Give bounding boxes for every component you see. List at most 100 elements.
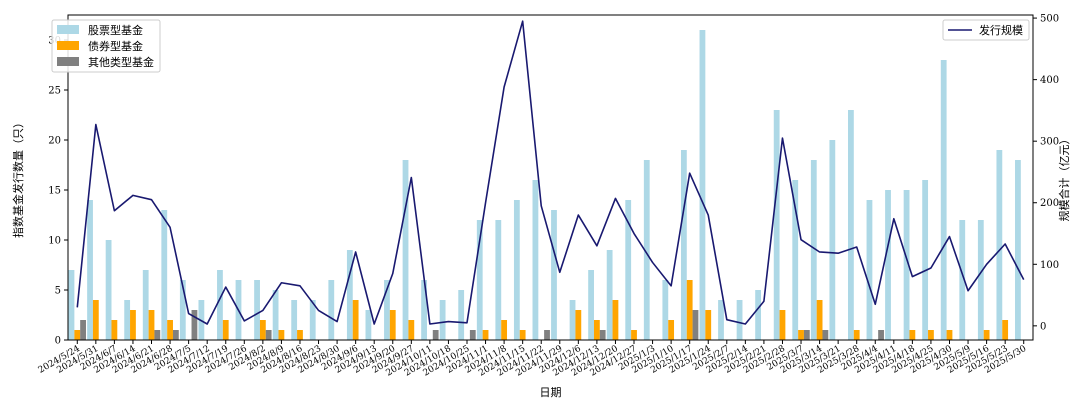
right-tick-label: 300: [1040, 137, 1059, 148]
bar-bond-5: [167, 320, 173, 340]
legend-swatch-bond: [57, 41, 79, 50]
bar-stock-8: [217, 270, 223, 340]
left-tick-label: 25: [48, 86, 61, 97]
left-tick-label: 0: [55, 336, 61, 347]
legend-label-other: 其他类型基金: [88, 55, 154, 69]
bar-stock-4: [142, 270, 149, 340]
bar-stock-33: [680, 150, 687, 340]
bar-bond-34: [705, 310, 712, 340]
bar-stock-11: [272, 290, 279, 340]
bar-other-4: [154, 330, 161, 340]
bar-stock-35: [718, 300, 724, 340]
bar-other-25: [544, 330, 550, 340]
bar-other-10: [265, 330, 272, 340]
plot-frame: [67, 14, 1034, 341]
bar-stock-28: [588, 270, 594, 340]
left-tick-label: 20: [48, 136, 61, 147]
bar-stock-15: [346, 250, 353, 340]
bar-other-5: [172, 330, 179, 340]
bar-stock-26: [551, 210, 557, 340]
bar-other-6: [191, 310, 198, 340]
bar-bond-27: [575, 310, 582, 340]
bar-stock-30: [625, 200, 632, 340]
bar-bond-33: [686, 280, 693, 340]
bar-stock-44: [885, 190, 891, 340]
bar-stock-5: [161, 210, 168, 340]
y-axis-label-right: 规模合计（亿元）: [1057, 134, 1071, 222]
x-axis: 2024/5/242024/5/312024/6/72024/6/142024/…: [37, 340, 1028, 379]
bar-bond-40: [816, 300, 823, 340]
bar-stock-49: [977, 220, 984, 340]
bar-stock-37: [755, 290, 762, 340]
legend-left: 股票型基金 债券型基金 其他类型基金: [51, 19, 161, 73]
bar-bond-46: [928, 330, 934, 340]
bar-bond-30: [631, 330, 637, 340]
bar-stock-3: [124, 300, 131, 340]
bar-bond-17: [389, 310, 396, 340]
bar-stock-6: [179, 280, 186, 340]
bar-stock-43: [866, 200, 873, 340]
bar-bond-11: [278, 330, 285, 340]
right-tick-label: 0: [1040, 321, 1046, 332]
bar-bond-49: [983, 330, 990, 340]
y-axis-label-left: 指数基金发行数量（只）: [11, 117, 25, 238]
bar-bond-0: [74, 330, 81, 340]
bar-bond-29: [612, 300, 619, 340]
bars-layer: [68, 30, 1021, 340]
legend-swatch-stock: [57, 25, 79, 34]
bar-stock-0: [68, 270, 75, 340]
bar-other-28: [599, 330, 606, 340]
bar-other-40: [822, 330, 829, 340]
bar-bond-42: [853, 330, 860, 340]
legend-right: 发行规模: [942, 19, 1030, 41]
x-axis-label: 日期: [540, 386, 562, 399]
right-tick-label: 500: [1040, 14, 1059, 25]
legend-label-bond: 债券型基金: [88, 39, 143, 53]
bar-stock-19: [421, 280, 427, 340]
bar-other-0: [80, 320, 86, 340]
legend-label-stock: 股票型基金: [88, 23, 143, 37]
bar-stock-51: [1015, 160, 1021, 340]
bar-stock-29: [606, 250, 613, 340]
bar-stock-32: [662, 280, 669, 340]
line-layer: [76, 20, 1025, 325]
right-tick-label: 400: [1040, 75, 1059, 86]
bar-stock-47: [940, 60, 947, 340]
bar-stock-21: [458, 290, 465, 340]
bar-other-39: [803, 330, 810, 340]
bar-stock-20: [439, 300, 446, 340]
right-tick-label: 200: [1040, 198, 1059, 209]
left-tick-label: 10: [48, 236, 61, 247]
right-tick-label: 100: [1040, 260, 1059, 271]
bar-other-43: [878, 330, 884, 340]
bar-stock-1: [87, 200, 93, 340]
bar-stock-36: [736, 300, 743, 340]
bar-bond-47: [946, 330, 953, 340]
bar-bond-10: [259, 320, 266, 340]
right-axis: 0 100 200 300 400 500: [1033, 14, 1059, 332]
bar-stock-50: [996, 150, 1003, 340]
bar-stock-16: [365, 310, 372, 340]
bar-stock-10: [254, 280, 260, 340]
bar-bond-3: [130, 310, 136, 340]
bar-bond-2: [111, 320, 118, 340]
bar-stock-14: [328, 280, 335, 340]
bar-bond-22: [482, 330, 489, 340]
left-axis: 051015202530: [48, 36, 68, 347]
bar-bond-38: [779, 310, 786, 340]
bar-stock-42: [848, 110, 854, 340]
bar-bond-39: [798, 330, 804, 340]
bar-stock-45: [903, 190, 910, 340]
bar-stock-17: [384, 280, 390, 340]
line-scale: [76, 20, 1025, 325]
bar-bond-4: [148, 310, 155, 340]
bar-stock-41: [829, 140, 836, 340]
bar-stock-22: [476, 220, 483, 340]
legend-swatch-other: [57, 57, 79, 66]
bar-bond-24: [519, 330, 526, 340]
legend-label-scale: 发行规模: [979, 23, 1023, 37]
bar-bond-28: [593, 320, 600, 340]
bar-stock-48: [959, 220, 966, 340]
bar-other-21: [469, 330, 476, 340]
bar-bond-50: [1002, 320, 1009, 340]
